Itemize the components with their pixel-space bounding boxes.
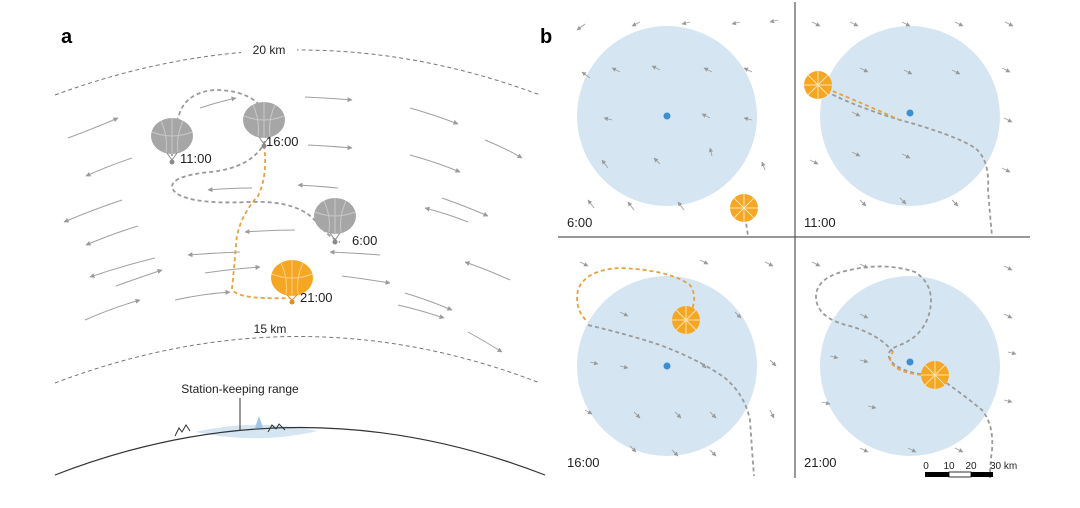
scale-tick-30: 30 km [990,461,1017,472]
station-dot [663,112,671,120]
panel-a: 20 km 15 km [54,41,546,476]
station-dot [663,362,671,370]
station-icon [255,416,263,428]
balloon-top-1600 [671,305,701,335]
frame-2100 [811,261,1017,478]
frame-time-2100: 21:00 [804,455,837,470]
frame-time-1100: 11:00 [804,215,836,230]
frame-1600 [576,259,777,477]
trajectory-gray-a [170,89,341,243]
trajectory-orange-a [231,144,291,300]
scale-tick-20: 20 [965,461,977,472]
mountain-left-icon [174,424,191,437]
scale-tick-10: 10 [943,461,955,472]
scale-bar: 0 10 20 30 km [923,461,1017,478]
altitude-boundary-20km [54,49,541,96]
altitude-20km-label: 20 km [253,43,286,57]
panel-a-letter: a [61,26,73,48]
frame-0600 [576,18,779,236]
wind-arrows-a [63,96,523,353]
time-label-2100: 21:00 [300,290,333,305]
earth-surface [54,426,546,476]
altitude-15km-label: 15 km [254,322,287,336]
time-label-1600: 16:00 [266,134,299,149]
altitude-boundary-15km [54,336,541,384]
mountain-right-icon [267,423,286,433]
time-label-0600: 6:00 [352,233,377,248]
scale-tick-0: 0 [923,461,929,472]
station-keeping-label: Station-keeping range [181,382,299,396]
time-label-1100: 11:00 [180,151,212,166]
station-dot [906,109,914,117]
station-dot [906,358,914,366]
panel-b-letter: b [540,26,553,48]
balloon-top-1100 [803,70,833,100]
panel-b: 6:00 [558,2,1030,478]
balloon-top-0600 [729,193,759,223]
frame-time-0600: 6:00 [567,215,592,230]
frame-time-1600: 16:00 [567,455,600,470]
range-circle [820,276,1000,456]
balloon-top-2100 [920,360,950,390]
frame-1100 [803,21,1014,236]
balloon-0600 [313,197,357,245]
